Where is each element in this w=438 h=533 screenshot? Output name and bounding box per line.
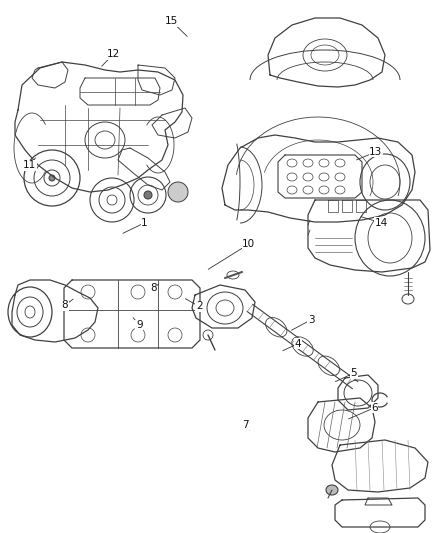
Text: 12: 12	[106, 50, 120, 59]
Ellipse shape	[49, 175, 55, 181]
Text: 11: 11	[23, 160, 36, 170]
Text: 5: 5	[350, 368, 357, 378]
Text: 6: 6	[371, 403, 378, 413]
Text: 8: 8	[61, 301, 68, 310]
Ellipse shape	[168, 182, 188, 202]
Text: 3: 3	[307, 315, 314, 325]
Text: 10: 10	[242, 239, 255, 249]
Ellipse shape	[144, 191, 152, 199]
Text: 7: 7	[242, 421, 249, 430]
Text: 4: 4	[294, 339, 301, 349]
Text: 14: 14	[374, 218, 388, 228]
Text: 13: 13	[369, 147, 382, 157]
Text: 2: 2	[196, 302, 203, 311]
Text: 1: 1	[141, 218, 148, 228]
Text: 9: 9	[136, 320, 143, 330]
Text: 8: 8	[150, 283, 157, 293]
Ellipse shape	[326, 485, 338, 495]
Text: 15: 15	[165, 17, 178, 26]
